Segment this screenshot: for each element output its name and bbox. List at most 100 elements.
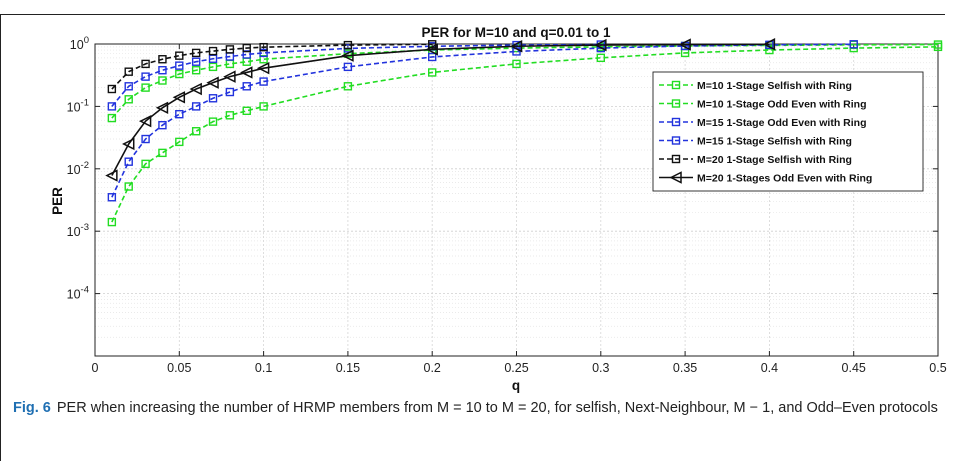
legend-label: M=10 1-Stage Odd Even with Ring: [697, 99, 867, 111]
data-point: [259, 102, 268, 111]
x-tick-label: 0.45: [842, 361, 866, 375]
x-tick-label: 0.05: [167, 361, 191, 375]
data-point: [191, 127, 201, 136]
data-point: [671, 99, 681, 108]
data-point: [158, 66, 167, 75]
data-point: [141, 83, 150, 92]
y-axis-label: PER: [50, 187, 65, 215]
data-point: [158, 55, 167, 64]
data-point: [225, 87, 235, 97]
data-point: [191, 48, 201, 58]
data-point: [138, 114, 152, 128]
data-point: [124, 182, 133, 191]
data-point: [175, 69, 184, 79]
data-point: [175, 61, 184, 70]
data-point: [428, 40, 437, 49]
data-point: [107, 113, 117, 123]
y-tick-label: 10-4: [67, 285, 89, 302]
data-point: [124, 82, 133, 91]
data-point: [155, 101, 169, 115]
data-point: [191, 66, 201, 75]
legend-label: M=10 1-Stage Selfish with Ring: [697, 80, 852, 92]
y-tick-label: 10-1: [67, 97, 89, 114]
data-point: [175, 137, 184, 147]
data-point: [678, 38, 691, 51]
series-line: [111, 43, 854, 198]
data-point: [208, 94, 218, 103]
data-point: [158, 76, 167, 85]
data-point: [107, 217, 117, 227]
x-tick-label: 0.2: [424, 361, 441, 375]
data-point: [172, 91, 186, 104]
data-point: [259, 48, 268, 58]
data-point: [107, 84, 117, 94]
y-tick-label: 10-3: [67, 222, 89, 239]
data-point: [762, 38, 776, 51]
data-point: [512, 59, 521, 69]
x-tick-label: 0.15: [336, 361, 360, 375]
data-point: [671, 117, 681, 127]
legend-label: M=15 1-Stage Odd Even with Ring: [697, 117, 867, 129]
chart-title: PER for M=10 and q=0.01 to 1: [421, 25, 611, 40]
data-point: [671, 80, 681, 90]
data-point: [671, 154, 681, 164]
x-tick-label: 0.3: [592, 361, 609, 375]
series-2: [107, 42, 943, 227]
data-point: [124, 95, 133, 104]
data-point: [175, 109, 184, 119]
data-point: [669, 171, 682, 184]
data-point: [259, 42, 268, 52]
data-point: [341, 49, 354, 62]
data-point: [225, 45, 235, 54]
data-point: [105, 169, 118, 182]
data-point: [428, 68, 437, 77]
data-point: [594, 38, 607, 52]
legend: M=10 1-Stage Selfish with Ring M=10 1-Sta…: [652, 71, 924, 192]
data-point: [124, 157, 133, 166]
data-point: [343, 62, 353, 72]
caption-label: Fig. 6: [13, 400, 51, 416]
data-point: [425, 43, 438, 56]
legend-label: M=20 1-Stage Selfish with Ring: [697, 154, 852, 166]
series-line: [111, 43, 433, 90]
x-tick-label: 0.5: [929, 361, 946, 375]
x-tick-label: 0: [92, 361, 99, 375]
series-5: [107, 40, 437, 94]
data-point: [256, 61, 270, 75]
data-point: [189, 82, 202, 96]
legend-label: M=15 1-Stage Selfish with Ring: [697, 136, 852, 148]
data-point: [933, 42, 943, 52]
x-axis-label: q: [512, 378, 520, 393]
legend-item: M=15 1-Stage Odd Even with Ring: [659, 117, 867, 129]
axes: 0 0.05 0.1 0.15 0.2 0.25 0.3 0.35 0.4 0.45 0.5 100 1…: [67, 35, 947, 375]
y-tick-label: 100: [70, 35, 89, 52]
frame-left-border: [0, 14, 1, 461]
legend-label: M=20 1-Stages Odd Even with Ring: [697, 173, 872, 185]
data-point: [225, 111, 235, 120]
x-tick-label: 0.1: [255, 361, 272, 375]
data-point: [107, 102, 117, 111]
data-point: [124, 67, 133, 76]
legend-item: M=10 1-Stage Odd Even with Ring: [659, 99, 867, 111]
x-tick-label: 0.25: [504, 361, 528, 375]
data-point: [671, 136, 681, 145]
data-point: [141, 59, 150, 69]
data-point: [208, 117, 218, 126]
series-6: [105, 38, 776, 182]
figure-caption: Fig. 6 PER when increasing the number of …: [13, 398, 943, 419]
data-point: [141, 159, 150, 169]
data-point: [122, 137, 135, 151]
caption-text: PER when increasing the number of HRMP m…: [56, 400, 938, 416]
data-point: [343, 49, 353, 58]
data-point: [175, 51, 184, 60]
data-point: [240, 66, 253, 79]
legend-item: M=15 1-Stage Selfish with Ring: [659, 136, 852, 148]
data-point: [191, 57, 201, 66]
data-point: [208, 46, 218, 56]
x-tick-label: 0.4: [761, 361, 778, 375]
data-point: [596, 53, 605, 63]
data-point: [206, 76, 219, 89]
data-point: [223, 70, 236, 83]
